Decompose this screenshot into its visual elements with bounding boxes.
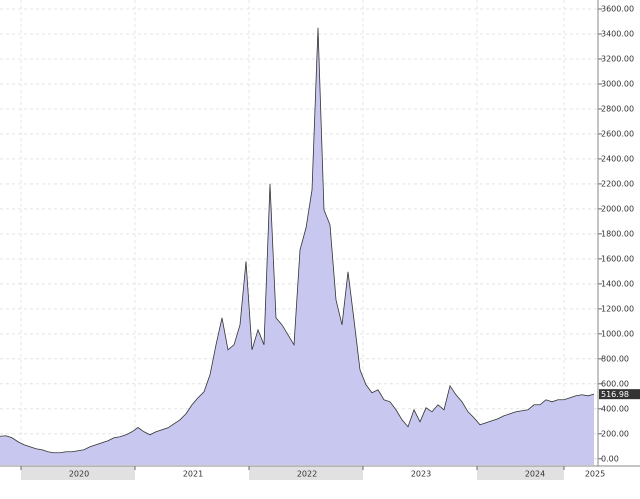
y-tick-label: 1200.00 [601, 304, 634, 313]
y-tick-label: 800.00 [601, 354, 629, 363]
year-band [477, 466, 564, 480]
y-tick-label: 200.00 [601, 429, 629, 438]
y-tick-label: 3000.00 [601, 79, 634, 88]
last-value-label: 516.98 [601, 390, 629, 399]
y-tick-label: 2000.00 [601, 204, 634, 213]
y-tick-label: 600.00 [601, 379, 629, 388]
x-tick-label: 2022 [297, 470, 317, 479]
y-tick-label: 1000.00 [601, 329, 634, 338]
x-tick-label: 2021 [183, 470, 203, 479]
last-value-box [599, 389, 640, 400]
x-tick-label: 2023 [411, 470, 431, 479]
year-band [21, 466, 135, 480]
y-tick-label: 3600.00 [601, 5, 634, 14]
y-tick-label: 3200.00 [601, 54, 634, 63]
area-line [0, 27, 595, 454]
y-tick-label: 1800.00 [601, 229, 634, 238]
year-band [249, 466, 363, 480]
x-tick-label: 2025 [585, 470, 605, 479]
area-fill [0, 27, 594, 466]
y-tick-label: 1400.00 [601, 279, 634, 288]
y-tick-label: 2600.00 [601, 129, 634, 138]
y-tick-label: 2400.00 [601, 154, 634, 163]
y-tick-label: 3400.00 [601, 29, 634, 38]
y-tick-label: 0.00 [601, 454, 619, 463]
y-tick-label: 2200.00 [601, 179, 634, 188]
y-tick-label: 1600.00 [601, 254, 634, 263]
y-tick-label: 2800.00 [601, 104, 634, 113]
y-tick-label: 400.00 [601, 404, 629, 413]
x-tick-label: 2024 [525, 470, 545, 479]
x-tick-label: 2020 [69, 470, 89, 479]
